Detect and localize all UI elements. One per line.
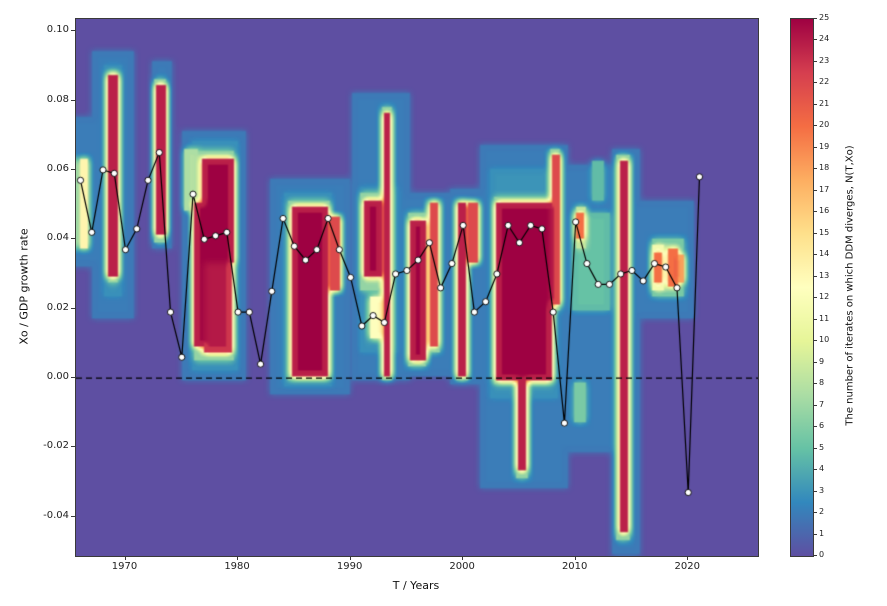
y-tick-label: 0.08 — [46, 93, 69, 105]
colorbar-tick-label: 2 — [819, 507, 825, 517]
plot-canvas — [76, 19, 758, 556]
colorbar-tick-label: 16 — [819, 206, 830, 216]
y-tick-label: -0.04 — [43, 509, 69, 521]
x-tick-label: 1980 — [224, 561, 250, 572]
colorbar-tick-label: 15 — [819, 227, 830, 237]
colorbar-tick-mark — [813, 555, 817, 556]
colorbar-tick-mark — [813, 297, 817, 299]
colorbar-tick-label: 21 — [819, 98, 830, 108]
colorbar-tick-mark — [813, 39, 817, 41]
colorbar-tick-label: 13 — [819, 270, 830, 280]
colorbar-tick-label: 24 — [819, 34, 830, 44]
colorbar-tick-label: 19 — [819, 141, 830, 151]
y-tick-mark — [71, 30, 75, 32]
colorbar-tick-mark — [813, 447, 817, 449]
colorbar-tick-mark — [813, 275, 817, 277]
colorbar-tick-mark — [813, 254, 817, 256]
colorbar-tick-label: 5 — [819, 442, 825, 452]
y-tick-label: 0.04 — [46, 232, 69, 244]
x-tick-mark — [687, 556, 689, 560]
colorbar-tick-mark — [813, 168, 817, 170]
colorbar-tick-mark — [813, 383, 817, 385]
colorbar-tick-label: 23 — [819, 55, 830, 65]
colorbar-tick-mark — [813, 512, 817, 514]
x-tick-mark — [462, 556, 464, 560]
y-tick-mark — [71, 515, 75, 517]
colorbar-tick-label: 11 — [819, 313, 830, 323]
colorbar-tick-mark — [813, 146, 817, 148]
y-tick-label: 0.00 — [46, 371, 69, 383]
colorbar-tick-label: 7 — [819, 399, 825, 409]
x-tick-label: 2020 — [674, 561, 700, 572]
colorbar-tick-mark — [813, 361, 817, 363]
colorbar-tick-label: 20 — [819, 120, 830, 130]
x-axis-label: T / Years — [392, 579, 440, 592]
colorbar-tick-mark — [813, 318, 817, 320]
y-tick-mark — [71, 377, 75, 379]
x-tick-label: 2000 — [449, 561, 475, 572]
colorbar-tick-label: 12 — [819, 292, 830, 302]
y-tick-mark — [71, 307, 75, 309]
x-tick-mark — [237, 556, 239, 560]
colorbar-tick-label: 18 — [819, 163, 830, 173]
y-tick-label: -0.02 — [43, 440, 69, 452]
colorbar-tick-label: 25 — [819, 13, 830, 22]
colorbar-tick-mark — [813, 189, 817, 191]
x-tick-mark — [574, 556, 576, 560]
colorbar-tick-label: 10 — [819, 335, 830, 345]
y-tick-label: 0.02 — [46, 301, 69, 313]
x-tick-mark — [124, 556, 126, 560]
colorbar-tick-mark — [813, 18, 817, 19]
colorbar-tick-mark — [813, 426, 817, 428]
y-axis-label: Xo / GDP growth rate — [17, 228, 31, 345]
colorbar — [790, 18, 814, 557]
colorbar-tick-label: 6 — [819, 421, 825, 431]
x-tick-label: 1990 — [336, 561, 363, 572]
y-tick-label: 0.06 — [46, 162, 69, 174]
y-tick-mark — [71, 99, 75, 101]
colorbar-tick-mark — [813, 533, 817, 535]
colorbar-tick-mark — [813, 125, 817, 127]
x-tick-label: 2010 — [561, 561, 588, 572]
colorbar-tick-label: 17 — [819, 184, 830, 194]
colorbar-tick-mark — [813, 490, 817, 492]
colorbar-tick-label: 4 — [819, 464, 825, 474]
y-tick-mark — [71, 238, 75, 240]
plot-area — [75, 18, 759, 557]
y-tick-label: 0.10 — [46, 24, 69, 36]
colorbar-tick-mark — [813, 404, 817, 406]
colorbar-tick-label: 8 — [819, 378, 825, 388]
x-tick-mark — [349, 556, 351, 560]
colorbar-tick-mark — [813, 340, 817, 342]
colorbar-tick-mark — [813, 82, 817, 84]
colorbar-tick-mark — [813, 232, 817, 234]
colorbar-tick-label: 3 — [819, 485, 825, 495]
y-tick-mark — [71, 168, 75, 170]
colorbar-tick-label: 9 — [819, 356, 825, 366]
colorbar-label: The number of iterates on which DDM dive… — [844, 145, 856, 426]
colorbar-tick-mark — [813, 60, 817, 62]
colorbar-tick-mark — [813, 469, 817, 471]
colorbar-tick-mark — [813, 103, 817, 105]
colorbar-tick-label: 0 — [819, 550, 825, 559]
colorbar-tick-label: 14 — [819, 249, 830, 259]
colorbar-tick-mark — [813, 211, 817, 213]
colorbar-tick-label: 22 — [819, 77, 830, 87]
y-tick-mark — [71, 446, 75, 448]
colorbar-tick-label: 1 — [819, 528, 825, 538]
x-tick-label: 1970 — [111, 561, 138, 572]
